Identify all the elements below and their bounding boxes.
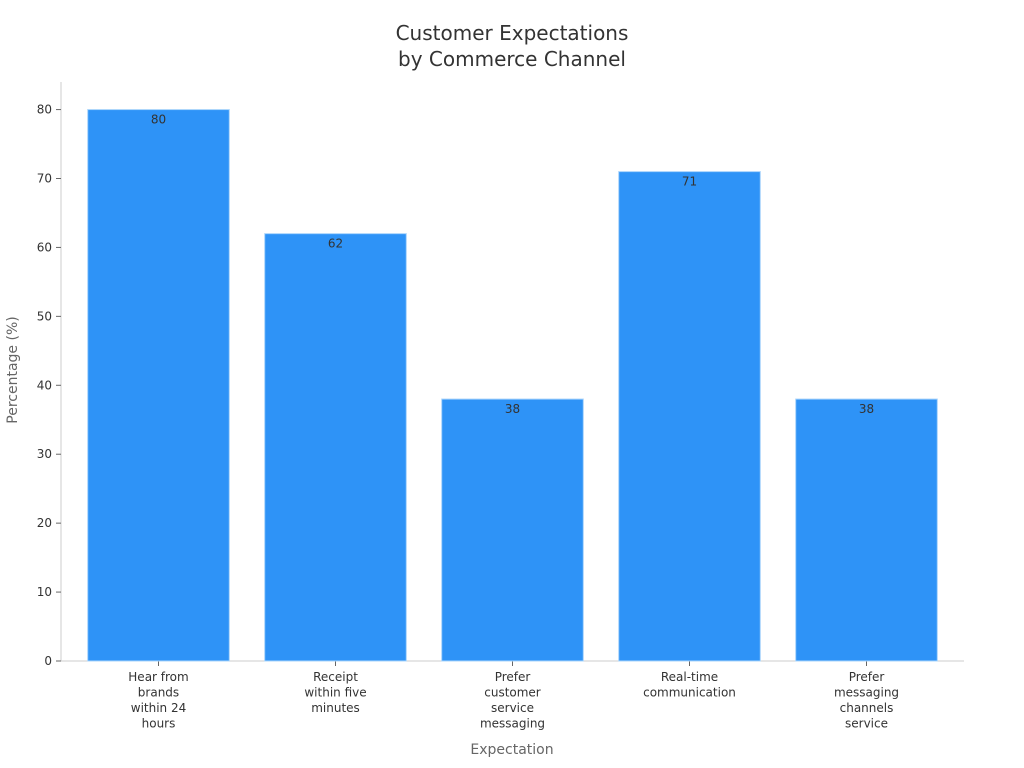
chart-title-line-1: Customer Expectations [395, 21, 629, 45]
bar [441, 398, 584, 662]
x-tick-labels: Hear from brands within 24 hours Receipt with… [128, 670, 899, 731]
bar [795, 398, 938, 662]
y-axis: 0 10 20 30 40 50 60 70 80 [37, 82, 62, 668]
x-tick-label: Hear from brands within 24 hours [128, 670, 188, 731]
y-tick-label: 40 [37, 378, 52, 392]
bar-value-label: 71 [682, 175, 697, 189]
y-tick-label: 70 [37, 172, 52, 186]
bar-value-label: 38 [505, 402, 520, 416]
value-labels: 80 62 38 71 38 [151, 113, 874, 417]
bar-value-label: 38 [859, 402, 874, 416]
y-tick-label: 80 [37, 103, 52, 117]
bar-value-label: 62 [328, 237, 343, 251]
x-axis-title: Expectation [470, 742, 554, 758]
y-tick-label: 0 [44, 654, 52, 668]
x-tick-label: Real-time communication [643, 670, 736, 700]
y-axis-title: Percentage (%) [5, 316, 21, 424]
bar [87, 109, 230, 662]
bar-value-label: 80 [151, 113, 166, 127]
x-axis [61, 660, 964, 666]
chart-title-line-2: by Commerce Channel [398, 47, 626, 71]
x-tick-label: Receipt within five minutes [304, 670, 366, 715]
y-tick-label: 30 [37, 447, 52, 461]
y-tick-label: 60 [37, 240, 52, 254]
bar [264, 233, 407, 662]
y-tick-label: 10 [37, 585, 52, 599]
bar [618, 171, 761, 662]
x-tick-label: Prefer messaging channels service [834, 670, 899, 731]
y-tick-label: 50 [37, 309, 52, 323]
bars [87, 109, 938, 662]
x-tick-label: Prefer customer service messaging [480, 670, 545, 731]
y-tick-label: 20 [37, 516, 52, 530]
